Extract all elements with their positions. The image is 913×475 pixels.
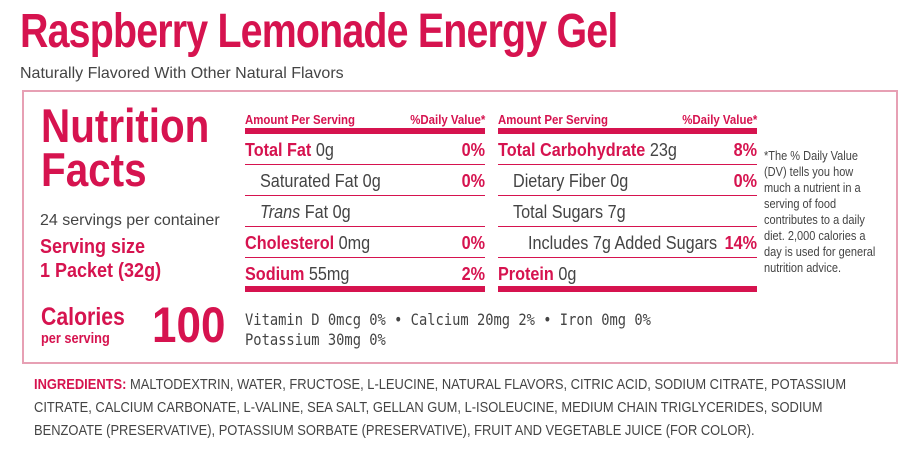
calories-label: Calories	[41, 303, 125, 331]
nutrient-row-protein: Protein 0g	[498, 258, 757, 292]
nutrient-row-added-sugars: Includes 7g Added Sugars 14%	[498, 227, 757, 258]
ingredients-list: INGREDIENTS: MALTODEXTRIN, WATER, FRUCTO…	[34, 373, 894, 442]
nutrient-row-total-carbohydrate: Total Carbohydrate 23g 8%	[498, 134, 757, 165]
servings-per-container: 24 servings per container	[40, 212, 220, 229]
nutrient-row-dietary-fiber: Dietary Fiber 0g 0%	[498, 165, 757, 196]
nutrient-row-sodium: Sodium 55mg 2%	[245, 258, 485, 292]
ingredients-label: INGREDIENTS:	[34, 376, 127, 393]
product-title: Raspberry Lemonade Energy Gel	[20, 5, 618, 58]
nutrition-panel: Nutrition Facts 24 servings per containe…	[22, 90, 898, 364]
nutrient-row-total-fat: Total Fat 0g 0%	[245, 134, 485, 165]
ingredients-text: MALTODEXTRIN, WATER, FRUCTOSE, L-LEUCINE…	[34, 376, 847, 439]
nutrient-table-left: Amount Per Serving %Daily Value* Total F…	[245, 108, 485, 292]
serving-size: Serving size 1 Packet (32g)	[40, 236, 162, 282]
nutrition-facts-heading: Nutrition Facts	[41, 99, 210, 196]
nutrient-row-total-sugars: Total Sugars 7g	[498, 196, 757, 227]
calories-value: 100	[152, 297, 226, 353]
table-header: Amount Per Serving %Daily Value*	[245, 108, 485, 134]
nutrient-row-saturated-fat: Saturated Fat 0g 0%	[245, 165, 485, 196]
product-subtitle: Naturally Flavored With Other Natural Fl…	[20, 65, 344, 82]
daily-value-footnote: *The % Daily Value (DV) tells you how mu…	[764, 149, 876, 275]
nutrient-row-trans-fat: Trans Fat 0g	[245, 196, 485, 227]
nutrient-table-right: Amount Per Serving %Daily Value* Total C…	[498, 108, 757, 292]
table-header: Amount Per Serving %Daily Value*	[498, 108, 757, 134]
vitamins-minerals: Vitamin D 0mcg 0% • Calcium 20mg 2% • Ir…	[245, 310, 651, 349]
calories-per-serving: per serving	[41, 330, 110, 347]
nutrient-row-cholesterol: Cholesterol 0mg 0%	[245, 227, 485, 258]
